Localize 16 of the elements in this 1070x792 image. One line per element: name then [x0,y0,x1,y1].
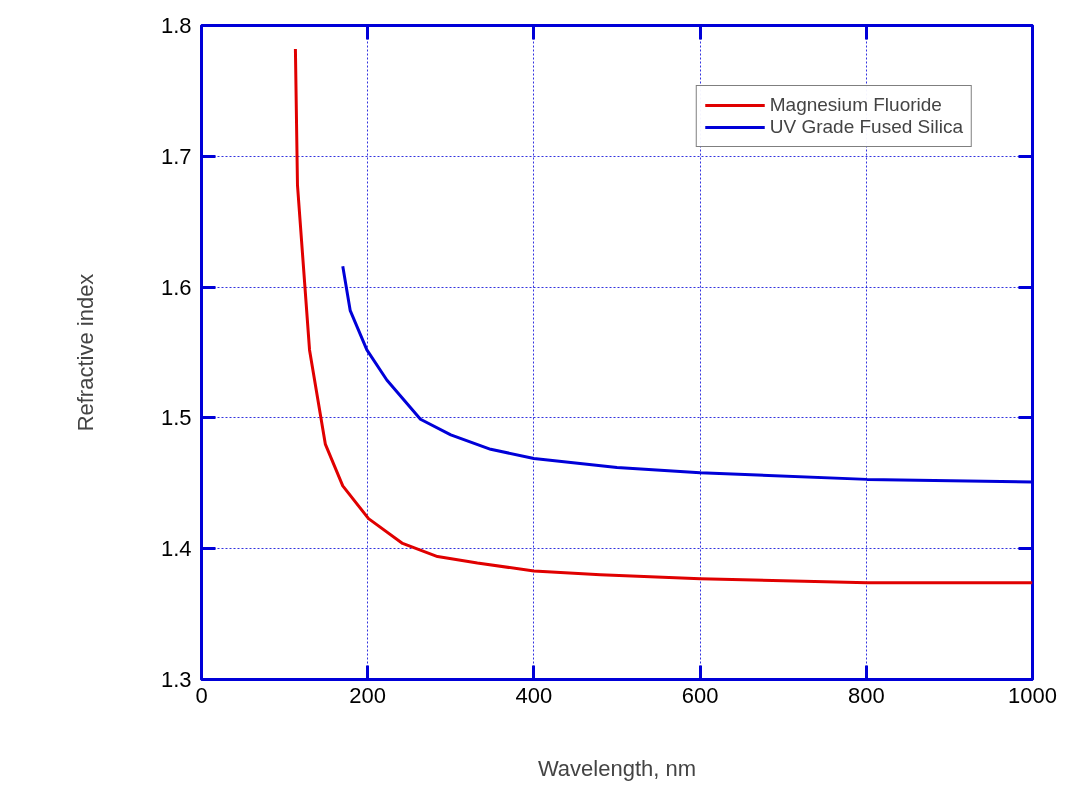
y-tick-label: 1.3 [160,667,192,692]
y-tick-label: 1.6 [160,274,192,300]
y-tick-label: 1.5 [160,405,192,431]
x-tick-label: 400 [515,682,553,708]
x-tick-label: 1000 [1008,682,1057,708]
y-tick-label: 1.8 [160,13,192,38]
x-tick-label: 200 [349,682,387,708]
x-tick-label: 800 [847,682,885,708]
x-tick-label: 600 [681,682,719,708]
x-axis-title: Wavelength, nm [537,755,697,781]
legend-label: UV Grade Fused Silica [769,116,963,138]
y-tick-label: 1.4 [160,536,192,562]
y-axis-title: Refractive index [72,273,98,432]
legend-label: Magnesium Fluoride [769,94,942,116]
y-tick-label: 1.7 [160,143,192,169]
x-tick-label: 0 [195,682,208,708]
